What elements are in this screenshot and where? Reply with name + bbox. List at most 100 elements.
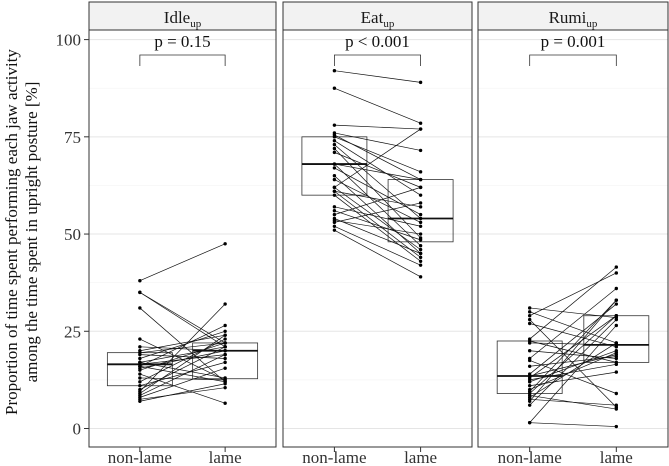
point-lame (223, 385, 227, 390)
point-lame (614, 265, 619, 269)
pair-line (529, 325, 617, 423)
point-non-lame (527, 364, 532, 368)
point-non-lame (138, 399, 142, 403)
point-non-lame (527, 391, 532, 396)
pair-line (139, 334, 226, 352)
point-lame (223, 302, 227, 306)
pair-line (139, 292, 226, 348)
y-axis: 0 25 50 75 100 (56, 31, 89, 439)
point-non-lame (138, 368, 142, 372)
point-non-lame (527, 341, 532, 345)
point-non-lame (332, 209, 337, 213)
point-lame (614, 343, 619, 347)
p-value-label: p = 0.15 (154, 32, 210, 51)
point-lame (223, 401, 227, 405)
point-non-lame (332, 86, 337, 90)
point-non-lame (332, 69, 337, 73)
point-lame (223, 329, 227, 333)
point-non-lame (332, 150, 337, 155)
significance-bracket (139, 54, 226, 66)
point-lame (418, 275, 423, 279)
point-lame (418, 220, 423, 225)
pair-line (529, 299, 617, 392)
point-non-lame (332, 139, 337, 143)
point-non-lame (527, 321, 532, 326)
pair-line (529, 342, 617, 346)
pair-line (334, 87, 421, 124)
pair-line (139, 383, 226, 402)
point-non-lame (138, 290, 142, 295)
pair-line (529, 350, 617, 383)
pair-line (139, 362, 226, 387)
pair-line (529, 422, 617, 427)
point-non-lame (332, 212, 337, 217)
point-lame (614, 317, 619, 322)
point-non-lame (332, 218, 337, 223)
point-non-lame (332, 189, 337, 193)
pair-line (334, 124, 421, 130)
x-tick-label: non-lame (498, 448, 562, 466)
pair-line (334, 229, 421, 278)
point-lame (614, 391, 619, 396)
point-non-lame (138, 372, 142, 376)
point-non-lame (332, 123, 337, 127)
pair-line (139, 325, 226, 367)
point-lame (614, 314, 619, 318)
pair-line (139, 373, 226, 404)
point-non-lame (332, 166, 337, 170)
pair-line (334, 140, 421, 196)
point-lame (418, 255, 423, 260)
pair-line (529, 352, 617, 390)
pair-line (334, 225, 421, 266)
pair-line (334, 152, 421, 188)
point-non-lame (332, 135, 337, 139)
pair-line (334, 175, 421, 254)
pair-line (139, 377, 226, 381)
point-non-lame (138, 279, 142, 283)
point-lame (614, 271, 619, 275)
point-lame (418, 127, 423, 131)
pair-line (529, 266, 617, 340)
point-non-lame (527, 314, 532, 318)
pair-line (139, 243, 226, 282)
point-lame (614, 407, 619, 411)
y-tick-label: 25 (64, 322, 81, 341)
point-lame (223, 333, 227, 337)
strip-title-subscript: up (586, 18, 598, 30)
y-axis-label-line-2: among the time spent in upright posture … (22, 82, 41, 383)
panel-border (477, 29, 669, 448)
significance-bracket (334, 54, 421, 66)
point-lame (418, 201, 423, 205)
point-non-lame (332, 185, 337, 190)
pair-line (334, 187, 421, 215)
pair-line (334, 210, 421, 241)
y-tick-label: 75 (64, 128, 81, 147)
pair-line (334, 194, 421, 262)
point-lame (223, 337, 227, 341)
pair-line (529, 299, 617, 402)
y-axis-label: Proportion of time spent performing each… (2, 49, 41, 415)
pair-line (139, 346, 226, 352)
panel-rumi: Rumiup p = 0.001 non-lame lame (477, 1, 669, 466)
point-lame (614, 424, 619, 429)
point-non-lame (527, 380, 532, 384)
pair-line (334, 220, 421, 235)
point-non-lame (138, 345, 142, 349)
x-tick-label: lame (404, 448, 437, 466)
point-lame (418, 170, 423, 174)
pair-line (139, 354, 226, 396)
pair-line (334, 202, 421, 223)
point-lame (418, 263, 423, 267)
panel-border (282, 29, 473, 448)
point-non-lame (527, 399, 532, 403)
point-lame (418, 251, 423, 256)
point-lame (614, 370, 619, 374)
point-lame (614, 302, 619, 306)
pair-line (334, 136, 421, 173)
pair-line (334, 190, 421, 258)
y-tick-label: 0 (73, 420, 82, 439)
point-lame (223, 349, 227, 353)
pair-line (334, 218, 421, 254)
